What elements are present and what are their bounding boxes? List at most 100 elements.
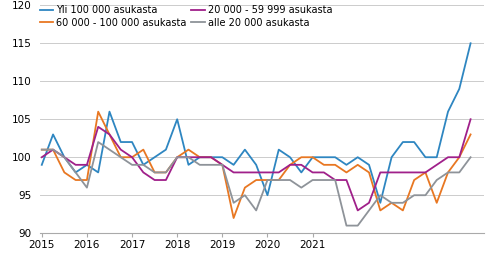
- Yli 100 000 asukasta: [389, 156, 395, 159]
- 60 000 - 100 000 asukasta: [39, 148, 45, 151]
- 60 000 - 100 000 asukasta: [377, 209, 383, 212]
- Legend: Yli 100 000 asukasta, 60 000 - 100 000 asukasta, 20 000 - 59 999 asukasta, alle : Yli 100 000 asukasta, 60 000 - 100 000 a…: [40, 5, 332, 28]
- Yli 100 000 asukasta: [287, 156, 293, 159]
- Yli 100 000 asukasta: [343, 163, 349, 166]
- Yli 100 000 asukasta: [298, 171, 304, 174]
- 60 000 - 100 000 asukasta: [174, 156, 180, 159]
- 20 000 - 59 999 asukasta: [242, 171, 248, 174]
- Yli 100 000 asukasta: [208, 156, 214, 159]
- alle 20 000 asukasta: [298, 186, 304, 189]
- 20 000 - 59 999 asukasta: [332, 178, 338, 182]
- 20 000 - 59 999 asukasta: [129, 156, 135, 159]
- Yli 100 000 asukasta: [129, 140, 135, 144]
- Yli 100 000 asukasta: [231, 163, 237, 166]
- 60 000 - 100 000 asukasta: [242, 186, 248, 189]
- 20 000 - 59 999 asukasta: [298, 163, 304, 166]
- 60 000 - 100 000 asukasta: [276, 178, 282, 182]
- Yli 100 000 asukasta: [140, 163, 146, 166]
- alle 20 000 asukasta: [174, 156, 180, 159]
- Yli 100 000 asukasta: [163, 148, 169, 151]
- 20 000 - 59 999 asukasta: [343, 178, 349, 182]
- 60 000 - 100 000 asukasta: [389, 201, 395, 204]
- alle 20 000 asukasta: [219, 163, 225, 166]
- alle 20 000 asukasta: [422, 194, 428, 197]
- Yli 100 000 asukasta: [253, 163, 259, 166]
- 20 000 - 59 999 asukasta: [208, 156, 214, 159]
- 20 000 - 59 999 asukasta: [321, 171, 327, 174]
- 20 000 - 59 999 asukasta: [422, 171, 428, 174]
- 20 000 - 59 999 asukasta: [468, 118, 474, 121]
- alle 20 000 asukasta: [197, 163, 203, 166]
- 60 000 - 100 000 asukasta: [422, 171, 428, 174]
- alle 20 000 asukasta: [366, 209, 372, 212]
- 20 000 - 59 999 asukasta: [310, 171, 316, 174]
- 20 000 - 59 999 asukasta: [107, 133, 113, 136]
- 20 000 - 59 999 asukasta: [366, 201, 372, 204]
- 20 000 - 59 999 asukasta: [355, 209, 361, 212]
- 60 000 - 100 000 asukasta: [129, 156, 135, 159]
- 60 000 - 100 000 asukasta: [434, 201, 440, 204]
- Yli 100 000 asukasta: [107, 110, 113, 113]
- 20 000 - 59 999 asukasta: [264, 171, 270, 174]
- Yli 100 000 asukasta: [422, 156, 428, 159]
- Yli 100 000 asukasta: [411, 140, 417, 144]
- Line: 20 000 - 59 999 asukasta: 20 000 - 59 999 asukasta: [42, 119, 471, 210]
- alle 20 000 asukasta: [321, 178, 327, 182]
- Yli 100 000 asukasta: [118, 140, 124, 144]
- alle 20 000 asukasta: [332, 178, 338, 182]
- alle 20 000 asukasta: [39, 148, 45, 151]
- 60 000 - 100 000 asukasta: [400, 209, 406, 212]
- alle 20 000 asukasta: [95, 140, 101, 144]
- Yli 100 000 asukasta: [434, 156, 440, 159]
- 60 000 - 100 000 asukasta: [197, 156, 203, 159]
- alle 20 000 asukasta: [389, 201, 395, 204]
- 20 000 - 59 999 asukasta: [411, 171, 417, 174]
- 20 000 - 59 999 asukasta: [434, 163, 440, 166]
- Yli 100 000 asukasta: [39, 163, 45, 166]
- 60 000 - 100 000 asukasta: [219, 163, 225, 166]
- 20 000 - 59 999 asukasta: [186, 156, 192, 159]
- 60 000 - 100 000 asukasta: [264, 178, 270, 182]
- Yli 100 000 asukasta: [50, 133, 56, 136]
- alle 20 000 asukasta: [377, 194, 383, 197]
- 60 000 - 100 000 asukasta: [468, 133, 474, 136]
- 60 000 - 100 000 asukasta: [253, 178, 259, 182]
- alle 20 000 asukasta: [208, 163, 214, 166]
- alle 20 000 asukasta: [434, 178, 440, 182]
- 60 000 - 100 000 asukasta: [61, 171, 67, 174]
- Yli 100 000 asukasta: [73, 171, 79, 174]
- 20 000 - 59 999 asukasta: [197, 156, 203, 159]
- alle 20 000 asukasta: [411, 194, 417, 197]
- 60 000 - 100 000 asukasta: [456, 156, 462, 159]
- 60 000 - 100 000 asukasta: [84, 178, 90, 182]
- Yli 100 000 asukasta: [197, 156, 203, 159]
- Yli 100 000 asukasta: [84, 163, 90, 166]
- 20 000 - 59 999 asukasta: [276, 171, 282, 174]
- 60 000 - 100 000 asukasta: [186, 148, 192, 151]
- Yli 100 000 asukasta: [219, 156, 225, 159]
- 20 000 - 59 999 asukasta: [253, 171, 259, 174]
- 20 000 - 59 999 asukasta: [73, 163, 79, 166]
- Yli 100 000 asukasta: [174, 118, 180, 121]
- Yli 100 000 asukasta: [264, 194, 270, 197]
- 60 000 - 100 000 asukasta: [140, 148, 146, 151]
- 20 000 - 59 999 asukasta: [231, 171, 237, 174]
- alle 20 000 asukasta: [140, 163, 146, 166]
- Yli 100 000 asukasta: [445, 110, 451, 113]
- 20 000 - 59 999 asukasta: [389, 171, 395, 174]
- Yli 100 000 asukasta: [355, 156, 361, 159]
- alle 20 000 asukasta: [61, 156, 67, 159]
- Yli 100 000 asukasta: [242, 148, 248, 151]
- alle 20 000 asukasta: [343, 224, 349, 227]
- alle 20 000 asukasta: [287, 178, 293, 182]
- Yli 100 000 asukasta: [310, 156, 316, 159]
- Yli 100 000 asukasta: [321, 156, 327, 159]
- alle 20 000 asukasta: [107, 148, 113, 151]
- 20 000 - 59 999 asukasta: [118, 148, 124, 151]
- alle 20 000 asukasta: [163, 171, 169, 174]
- alle 20 000 asukasta: [445, 171, 451, 174]
- 60 000 - 100 000 asukasta: [321, 163, 327, 166]
- alle 20 000 asukasta: [231, 201, 237, 204]
- 20 000 - 59 999 asukasta: [50, 148, 56, 151]
- alle 20 000 asukasta: [152, 171, 158, 174]
